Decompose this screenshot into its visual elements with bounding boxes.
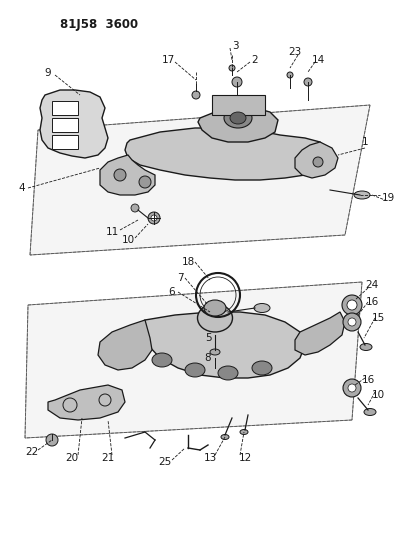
Text: 17: 17 — [161, 55, 175, 65]
Circle shape — [342, 295, 362, 315]
Text: 8: 8 — [205, 353, 211, 363]
Circle shape — [46, 434, 58, 446]
Text: 16: 16 — [366, 297, 379, 307]
Polygon shape — [125, 128, 328, 180]
Polygon shape — [52, 135, 78, 149]
Text: 12: 12 — [238, 453, 252, 463]
Text: 13: 13 — [203, 453, 217, 463]
Polygon shape — [198, 108, 278, 142]
Polygon shape — [52, 118, 78, 132]
Ellipse shape — [152, 353, 172, 367]
Text: 9: 9 — [45, 68, 51, 78]
Ellipse shape — [218, 366, 238, 380]
Circle shape — [348, 318, 356, 326]
Text: 3: 3 — [232, 41, 238, 51]
Ellipse shape — [230, 112, 246, 124]
Ellipse shape — [210, 349, 220, 355]
Ellipse shape — [240, 430, 248, 434]
Polygon shape — [212, 95, 265, 115]
Text: 15: 15 — [371, 313, 385, 323]
Polygon shape — [25, 282, 362, 438]
Ellipse shape — [252, 361, 272, 375]
Text: 22: 22 — [25, 447, 39, 457]
Polygon shape — [40, 90, 108, 158]
Circle shape — [148, 212, 160, 224]
Text: 2: 2 — [252, 55, 258, 65]
Circle shape — [348, 384, 356, 392]
Text: 20: 20 — [65, 453, 78, 463]
Circle shape — [114, 169, 126, 181]
Text: 5: 5 — [205, 333, 211, 343]
Polygon shape — [100, 155, 155, 195]
Circle shape — [192, 91, 200, 99]
Circle shape — [139, 176, 151, 188]
Text: 24: 24 — [366, 280, 379, 290]
Ellipse shape — [197, 304, 233, 332]
Text: 7: 7 — [177, 273, 183, 283]
Text: 6: 6 — [169, 287, 175, 297]
Ellipse shape — [360, 343, 372, 351]
Circle shape — [304, 78, 312, 86]
Polygon shape — [295, 142, 338, 178]
Text: 10: 10 — [121, 235, 135, 245]
Circle shape — [313, 157, 323, 167]
Text: 14: 14 — [311, 55, 325, 65]
Text: 18: 18 — [181, 257, 195, 267]
Text: 81J58  3600: 81J58 3600 — [60, 18, 138, 31]
Text: 23: 23 — [288, 47, 301, 57]
Ellipse shape — [185, 363, 205, 377]
Polygon shape — [52, 101, 78, 115]
Text: 21: 21 — [101, 453, 115, 463]
Circle shape — [232, 77, 242, 87]
Ellipse shape — [224, 108, 252, 128]
Polygon shape — [295, 312, 345, 355]
Circle shape — [229, 65, 235, 71]
Circle shape — [343, 379, 361, 397]
Polygon shape — [98, 320, 152, 370]
Text: 4: 4 — [19, 183, 25, 193]
Ellipse shape — [204, 300, 226, 316]
Polygon shape — [48, 385, 125, 420]
Text: 11: 11 — [105, 227, 119, 237]
Text: 10: 10 — [371, 390, 385, 400]
Circle shape — [347, 300, 357, 310]
Text: 19: 19 — [381, 193, 395, 203]
Ellipse shape — [221, 434, 229, 440]
Text: 1: 1 — [362, 137, 368, 147]
Circle shape — [343, 313, 361, 331]
Circle shape — [287, 72, 293, 78]
Circle shape — [131, 204, 139, 212]
Polygon shape — [142, 312, 305, 378]
Circle shape — [151, 215, 157, 221]
Ellipse shape — [364, 408, 376, 416]
Polygon shape — [30, 105, 370, 255]
Text: 25: 25 — [158, 457, 172, 467]
Ellipse shape — [354, 191, 370, 199]
Text: 16: 16 — [361, 375, 375, 385]
Ellipse shape — [254, 303, 270, 312]
